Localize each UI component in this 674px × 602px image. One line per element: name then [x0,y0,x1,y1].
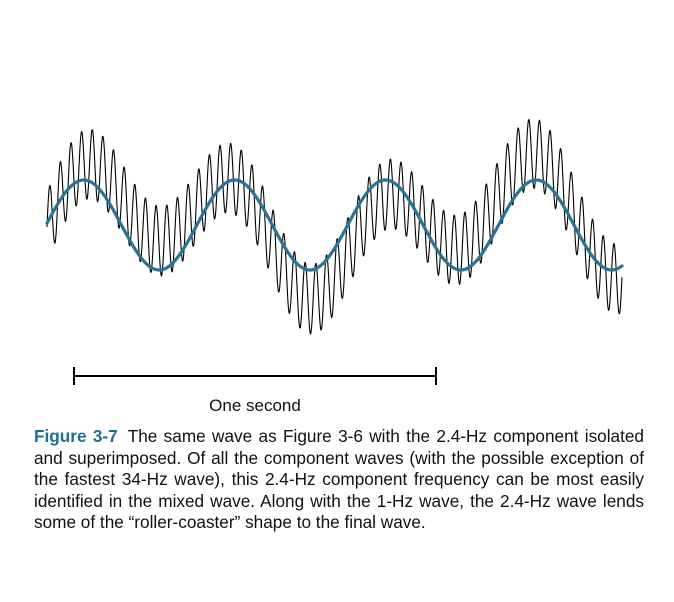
one-second-scale-bar [73,367,437,385]
caption-text: The same wave as Figure 3-6 with the 2.4… [34,426,644,532]
mixed-wave [46,118,623,335]
caption-label: Figure 3-7 [34,426,118,446]
figure-caption: Figure 3-7 The same wave as Figure 3-6 wi… [34,426,644,534]
wave-figure [45,118,624,385]
component-wave-2.4hz [45,178,624,272]
scale-bar-label: One second [209,396,301,415]
